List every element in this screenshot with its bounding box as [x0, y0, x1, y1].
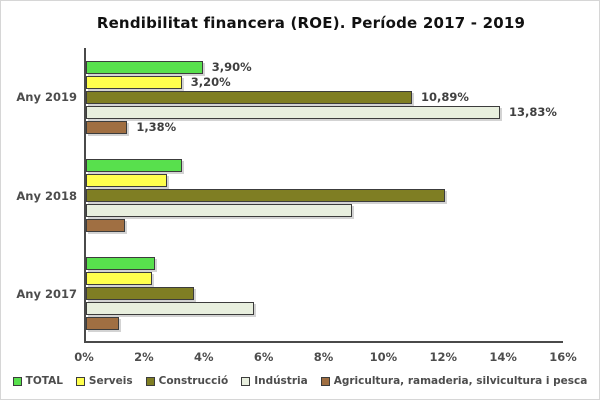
bar	[86, 189, 446, 202]
category-label: Any 2019	[16, 90, 77, 105]
x-axis-tick-label: 2%	[134, 350, 154, 364]
bar	[86, 90, 413, 104]
x-axis-tick-label: 12%	[429, 350, 458, 364]
bar	[86, 174, 167, 187]
bar	[86, 317, 119, 331]
x-axis-tick-label: 4%	[193, 350, 214, 364]
legend-swatch	[145, 376, 155, 386]
bar-value-label: 13,83%	[509, 104, 557, 119]
legend-label: Serveis	[88, 375, 133, 387]
legend-item: Indústria	[241, 375, 308, 387]
x-axis-tick-label: 8%	[313, 350, 334, 364]
bar-value-label: 1,38%	[136, 119, 177, 134]
legend-swatch	[75, 376, 85, 386]
x-axis-tick-label: 16%	[549, 350, 577, 364]
bar	[86, 159, 182, 172]
bar-value-label: 10,89%	[421, 89, 469, 104]
bar	[86, 120, 128, 134]
chart-title: Rendibilitat financera (ROE). Període 20…	[96, 14, 526, 32]
category-label: Any 2018	[16, 188, 77, 203]
legend-item: Agricultura, ramaderia, silvicultura i p…	[320, 375, 588, 387]
legend-item: Construcció	[145, 375, 229, 387]
x-axis-tick-label: 6%	[253, 350, 274, 364]
bar	[86, 204, 353, 217]
legend-label: Construcció	[158, 375, 229, 387]
plot-area: 3,90% 3,20% 10,89% 13,83% 1,38%	[84, 48, 563, 343]
bar	[86, 75, 182, 89]
legend-label: Indústria	[254, 375, 308, 387]
legend-label: Agricultura, ramaderia, silvicultura i p…	[333, 375, 588, 387]
bar	[86, 105, 501, 119]
legend-swatch	[320, 376, 330, 386]
bar-value-label: 3,90%	[211, 59, 252, 74]
bar	[86, 287, 194, 301]
legend-item: Serveis	[75, 375, 133, 387]
legend-swatch	[12, 376, 22, 386]
bar	[86, 272, 152, 286]
bar	[86, 60, 203, 74]
bar	[86, 219, 125, 232]
x-axis-tick-label: 0%	[74, 350, 94, 364]
bar-value-label: 3,20%	[190, 74, 231, 89]
x-axis-tick-label: 14%	[489, 350, 517, 364]
legend-swatch	[241, 376, 251, 386]
legend: TOTAL Serveis Construcció Indústria Agricult…	[1, 375, 599, 387]
legend-item: TOTAL	[12, 375, 63, 387]
legend-label: TOTAL	[25, 375, 63, 387]
bar	[86, 302, 254, 316]
x-axis-tick-label: 10%	[369, 350, 398, 364]
category-label: Any 2017	[16, 286, 77, 301]
bar	[86, 257, 155, 271]
